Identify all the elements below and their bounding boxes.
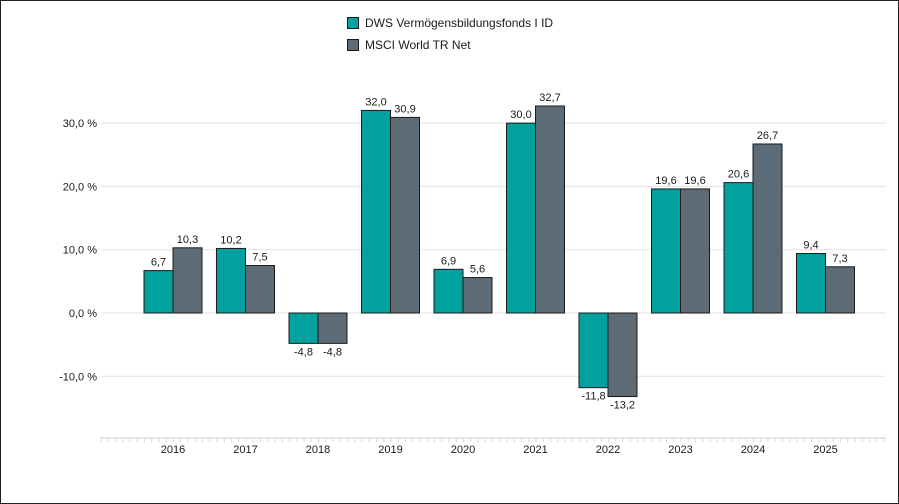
data-label: -13,2: [610, 400, 635, 412]
x-tick-label: 2018: [306, 444, 330, 456]
data-label: 6,9: [441, 255, 456, 267]
x-tick-label: 2016: [161, 444, 185, 456]
data-label: 20,6: [728, 169, 749, 181]
bar-benchmark: [172, 247, 203, 314]
data-label: 9,4: [803, 239, 818, 251]
bar-benchmark: [680, 188, 710, 314]
bar-fund: [143, 270, 174, 314]
y-tick-label: 0,0 %: [69, 308, 97, 320]
bar-fund: [288, 312, 319, 344]
bar-fund: [796, 252, 826, 314]
bar-fund: [361, 109, 391, 314]
y-tick-label: -10,0 %: [59, 371, 97, 383]
x-tick-label: 2024: [741, 444, 765, 456]
data-label: 5,6: [470, 264, 485, 276]
legend-label-fund: DWS Vermögensbildungsfonds I ID: [365, 16, 554, 30]
bar-fund: [651, 188, 681, 314]
data-label: 32,7: [539, 92, 560, 104]
legend-swatch-benchmark: [347, 39, 359, 51]
y-tick-label: 30,0 %: [63, 118, 97, 130]
bar-fund: [506, 122, 536, 314]
data-label: 10,3: [177, 234, 198, 246]
data-label: 10,2: [220, 234, 241, 246]
y-tick-label: 20,0 %: [63, 181, 97, 193]
bar-fund: [216, 247, 246, 314]
bar-benchmark: [825, 266, 855, 314]
data-label: 32,0: [365, 96, 386, 108]
x-tick-label: 2022: [596, 444, 620, 456]
data-label: -4,8: [294, 346, 313, 358]
bar-fund: [723, 182, 754, 314]
bar-benchmark: [752, 143, 783, 314]
data-label: -11,8: [581, 391, 605, 403]
bar-fund: [433, 268, 464, 314]
legend-label-benchmark: MSCI World TR Net: [365, 38, 471, 52]
legend-item-fund[interactable]: DWS Vermögensbildungsfonds I ID: [347, 12, 553, 34]
bar-benchmark: [317, 312, 348, 344]
x-tick-label: 2023: [668, 444, 692, 456]
bar-benchmark: [245, 265, 275, 314]
legend-swatch-fund: [347, 17, 359, 29]
data-label: 6,7: [151, 257, 166, 269]
x-tick-label: 2017: [233, 444, 257, 456]
data-label: 7,5: [252, 252, 267, 264]
x-tick-label: 2019: [378, 444, 402, 456]
bar-benchmark: [535, 105, 565, 314]
data-label: 30,0: [510, 109, 531, 121]
bar-benchmark: [462, 277, 493, 314]
legend: DWS Vermögensbildungsfonds I ID MSCI Wor…: [347, 12, 553, 56]
data-label: 30,9: [394, 103, 415, 115]
bar-fund: [578, 312, 609, 389]
bar-benchmark: [607, 312, 638, 398]
data-label: 26,7: [757, 130, 778, 142]
y-tick-label: 10,0 %: [63, 245, 97, 257]
data-label: 19,6: [684, 175, 705, 187]
data-label: 19,6: [655, 175, 676, 187]
bar-benchmark: [390, 116, 420, 314]
x-tick-label: 2020: [451, 444, 475, 456]
x-tick-label: 2025: [813, 444, 837, 456]
data-label: -4,8: [323, 346, 342, 358]
data-label: 7,3: [832, 253, 847, 265]
legend-item-benchmark[interactable]: MSCI World TR Net: [347, 34, 553, 56]
x-tick-label: 2021: [523, 444, 547, 456]
